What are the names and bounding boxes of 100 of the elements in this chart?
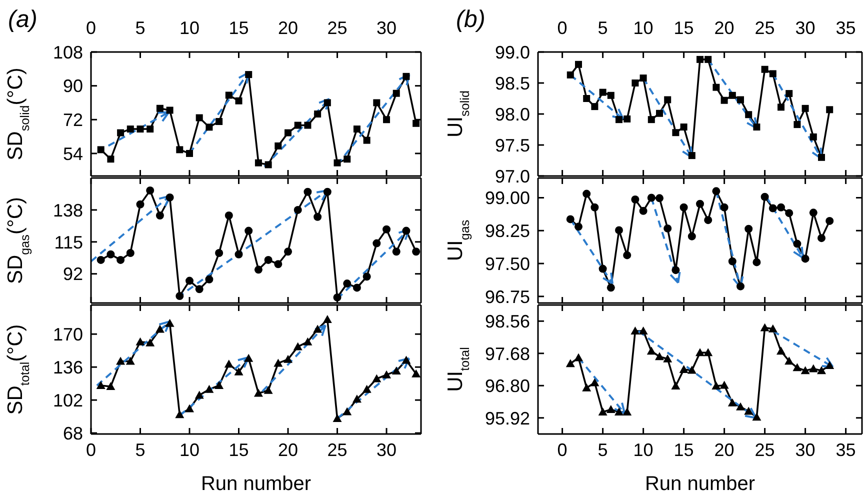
point (826, 216, 834, 225)
point (704, 348, 713, 356)
point (638, 326, 648, 335)
point (623, 251, 632, 260)
point (126, 356, 135, 365)
point (353, 126, 360, 133)
point (680, 124, 688, 131)
x2-tick-label: 20 (278, 18, 298, 38)
point (392, 366, 401, 374)
point (314, 110, 322, 118)
point (155, 324, 164, 333)
point (672, 266, 680, 274)
point (205, 275, 214, 284)
x2-tick-label: 10 (633, 18, 654, 38)
point (786, 90, 793, 98)
point (274, 142, 282, 150)
y-tick-label: 54 (62, 144, 83, 164)
point (175, 410, 184, 418)
point (284, 354, 293, 363)
point (146, 126, 154, 133)
point (663, 354, 672, 362)
point (810, 133, 817, 140)
y-tick-label: 97.5 (494, 135, 530, 156)
point (274, 358, 283, 367)
y-tick-label: 102 (52, 390, 83, 410)
point (185, 404, 194, 412)
point (744, 406, 754, 415)
point (737, 96, 744, 104)
point (792, 363, 802, 372)
x-tick-label: 0 (86, 440, 96, 460)
point (373, 99, 380, 106)
point (196, 114, 203, 122)
y-tick-label: 97.68 (484, 344, 530, 364)
point (704, 56, 712, 63)
y-tick-label: 90 (62, 76, 83, 96)
point (334, 159, 341, 166)
point (294, 206, 302, 214)
point (224, 360, 234, 368)
point (332, 414, 342, 422)
y-tick-label: 170 (52, 324, 83, 344)
point (303, 337, 312, 346)
point (672, 129, 680, 136)
point (372, 374, 382, 382)
point (753, 124, 760, 131)
point (293, 342, 302, 350)
point (363, 136, 370, 144)
point (656, 194, 664, 202)
point (224, 212, 233, 220)
point (606, 284, 615, 292)
point (294, 122, 302, 129)
point (186, 276, 194, 285)
point (382, 225, 391, 234)
point (574, 222, 582, 231)
point (165, 318, 174, 327)
point (679, 365, 688, 373)
y-tick-label: 92 (62, 264, 83, 284)
point (372, 239, 381, 248)
point (383, 116, 390, 124)
point (382, 370, 392, 378)
point (590, 378, 600, 386)
point (752, 258, 761, 266)
point (599, 88, 606, 96)
point (744, 224, 753, 233)
y-tick-label: 98.56 (484, 312, 530, 332)
point (825, 360, 834, 369)
point (696, 200, 704, 208)
point (264, 386, 273, 394)
point (136, 126, 144, 133)
chart-title: (b) (456, 6, 486, 34)
point (656, 110, 663, 117)
point (235, 97, 242, 104)
point (785, 209, 794, 218)
point (696, 348, 704, 356)
point (728, 92, 736, 99)
point (582, 383, 592, 392)
point (712, 381, 721, 390)
point (622, 408, 632, 416)
x-tick-label: 30 (795, 440, 816, 460)
point (639, 206, 648, 215)
point (728, 257, 736, 266)
point (630, 326, 640, 335)
point (655, 352, 664, 360)
point (777, 203, 785, 212)
point (566, 359, 575, 368)
point (802, 104, 809, 112)
y-tick-label: 96.75 (484, 286, 530, 307)
point (117, 129, 124, 136)
point (769, 70, 776, 78)
y-tick-label: 138 (52, 200, 83, 220)
point (234, 250, 243, 258)
point (304, 122, 312, 129)
x-tick-label: 35 (836, 440, 856, 460)
point (704, 216, 712, 224)
point (760, 192, 769, 201)
point (720, 96, 728, 104)
point (126, 249, 134, 257)
point (631, 195, 640, 204)
y-tick-label: 98.5 (494, 73, 530, 94)
point (392, 248, 400, 256)
point (752, 412, 762, 421)
